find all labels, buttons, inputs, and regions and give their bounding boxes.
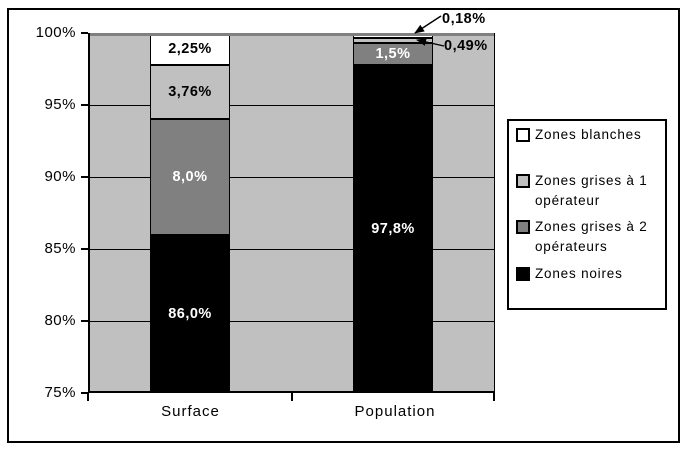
surface-zones-blanches-label: 2,25%	[168, 41, 212, 57]
population-zones-noires-label: 97,8%	[371, 221, 415, 237]
callout-label-zones-grises-1: 0,49%	[444, 38, 488, 54]
category-label-surface: Surface	[161, 403, 220, 420]
gridline-95	[90, 105, 494, 106]
surface-zones-grises-1-segment	[150, 65, 230, 119]
legend-label-zones-grises-2: Zones grises à 2 opérateurs	[535, 219, 648, 254]
y-axis-tick	[81, 104, 88, 106]
legend-item-zones-grises-2: Zones grises à 2 opérateurs	[516, 217, 663, 257]
zones-grises-1-swatch-icon	[516, 174, 530, 188]
y-axis-label-100: 100%	[35, 24, 76, 41]
x-axis-tick	[291, 393, 293, 401]
gridline-80	[90, 321, 494, 322]
y-axis-label-95: 95%	[44, 96, 76, 113]
gridline-85	[90, 249, 494, 250]
surface-zones-noires-label: 86,0%	[168, 306, 212, 322]
legend-label-zones-grises-1: Zones grises à 1 opérateur	[535, 173, 648, 208]
zones-noires-swatch-icon	[516, 267, 530, 281]
zones-blanches-swatch-icon	[516, 128, 530, 142]
y-axis-tick	[81, 320, 88, 322]
plot-area: 2,25% 3,76% 8,0% 86,0% 1,5% 97,8%	[88, 33, 495, 393]
population-zones-grises-2-label: 1,5%	[375, 46, 411, 62]
surface-zones-grises-2-label: 8,0%	[172, 169, 208, 185]
legend: Zones blanches Zones grises à 1 opérateu…	[507, 119, 667, 310]
y-axis-label-85: 85%	[44, 240, 76, 257]
surface-zones-noires-segment	[150, 235, 230, 393]
surface-zones-grises-2-segment	[150, 119, 230, 235]
y-axis-tick	[81, 32, 88, 34]
x-axis-tick	[493, 393, 495, 401]
surface-zones-grises-1-label: 3,76%	[168, 84, 212, 100]
y-axis-label-75: 75%	[44, 384, 76, 401]
y-axis-tick	[81, 176, 88, 178]
surface-zones-blanches-segment	[150, 33, 230, 65]
legend-item-zones-grises-1: Zones grises à 1 opérateur	[516, 171, 663, 211]
callout-label-zones-blanches: 0,18%	[442, 11, 486, 27]
category-label-population: Population	[354, 403, 436, 420]
population-zones-grises-2-segment	[353, 43, 433, 65]
population-zones-noires-segment	[353, 65, 433, 393]
y-axis-tick	[81, 392, 88, 394]
y-axis-label-90: 90%	[44, 168, 76, 185]
legend-item-zones-noires: Zones noires	[516, 264, 663, 284]
gridline-100	[90, 33, 494, 36]
gridline-90	[90, 177, 494, 178]
y-axis-tick	[81, 248, 88, 250]
y-axis-label-80: 80%	[44, 312, 76, 329]
legend-label-zones-blanches: Zones blanches	[535, 127, 642, 142]
x-axis-tick	[87, 393, 89, 401]
legend-label-zones-noires: Zones noires	[535, 266, 623, 281]
zones-grises-2-swatch-icon	[516, 220, 530, 234]
legend-item-zones-blanches: Zones blanches	[516, 125, 663, 145]
